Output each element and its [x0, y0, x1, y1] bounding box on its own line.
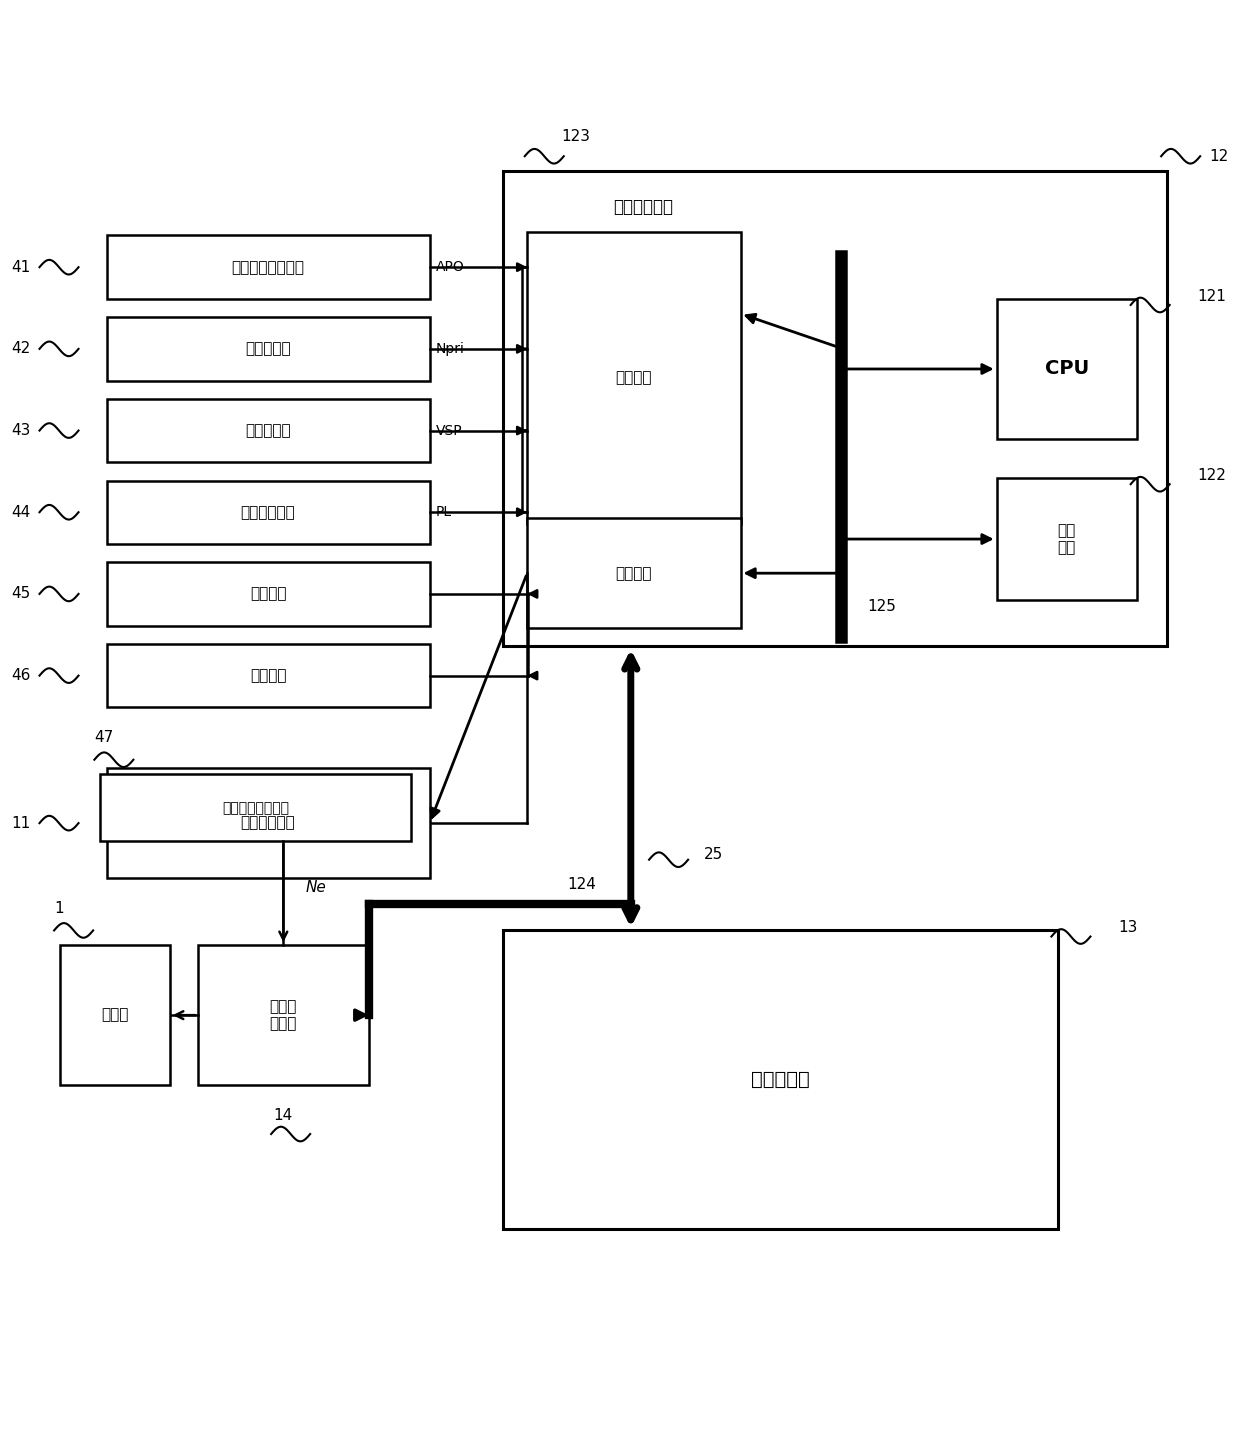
Text: 45: 45 — [11, 587, 31, 602]
Text: APO: APO — [435, 260, 465, 275]
Text: 13: 13 — [1118, 921, 1138, 935]
Text: 47: 47 — [94, 730, 114, 745]
Text: 25: 25 — [704, 848, 723, 862]
Text: 43: 43 — [11, 423, 31, 437]
Text: VSP: VSP — [435, 423, 463, 437]
Text: 存储
装置: 存储 装置 — [1058, 522, 1076, 555]
Text: CPU: CPU — [1044, 360, 1089, 378]
Text: 44: 44 — [11, 505, 31, 519]
Text: PL: PL — [435, 505, 451, 519]
Text: 发动机转速传感器: 发动机转速传感器 — [222, 802, 289, 814]
Text: 41: 41 — [11, 259, 31, 275]
Text: Npri: Npri — [435, 342, 465, 355]
Text: 变速器控制器: 变速器控制器 — [613, 199, 673, 216]
Bar — [107, 317, 429, 380]
Text: 管路压传感器: 管路压传感器 — [241, 505, 295, 519]
Bar — [502, 931, 1058, 1229]
Text: 1: 1 — [55, 901, 63, 917]
Bar — [502, 171, 1167, 646]
Text: 综合控制器: 综合控制器 — [750, 1071, 810, 1089]
Bar — [997, 478, 1137, 600]
Text: 124: 124 — [568, 876, 596, 892]
Text: 14: 14 — [274, 1108, 293, 1124]
Bar — [997, 299, 1137, 439]
Bar — [61, 945, 170, 1085]
Text: 121: 121 — [1198, 289, 1226, 304]
Bar — [107, 563, 429, 626]
Bar — [107, 643, 429, 708]
Text: 11: 11 — [11, 816, 31, 830]
Text: 122: 122 — [1198, 468, 1226, 484]
Text: 车速传感器: 车速传感器 — [246, 423, 291, 437]
Text: 输出接口: 输出接口 — [615, 566, 652, 581]
Text: 发动机: 发动机 — [102, 1007, 129, 1023]
Text: 断路开关: 断路开关 — [249, 587, 286, 602]
Text: 转速传感器: 转速传感器 — [246, 341, 291, 357]
Text: Ne: Ne — [305, 879, 326, 895]
Bar — [198, 945, 368, 1085]
Text: 制动开关: 制动开关 — [249, 668, 286, 684]
Text: 46: 46 — [11, 668, 31, 684]
Text: 125: 125 — [867, 599, 897, 613]
Bar — [107, 481, 429, 544]
Text: 加速器开度传感器: 加速器开度传感器 — [232, 259, 305, 275]
Bar — [100, 774, 412, 842]
Text: 12: 12 — [1209, 148, 1228, 164]
Bar — [527, 518, 740, 627]
Text: 42: 42 — [11, 341, 31, 357]
Text: 输入接口: 输入接口 — [615, 371, 652, 386]
Bar — [107, 236, 429, 299]
Text: 油压控制回路: 油压控制回路 — [241, 816, 295, 830]
Bar — [107, 399, 429, 462]
Bar — [527, 232, 740, 524]
Text: 发动机
控制器: 发动机 控制器 — [269, 999, 298, 1032]
Bar — [107, 768, 429, 878]
Text: 123: 123 — [562, 130, 590, 144]
